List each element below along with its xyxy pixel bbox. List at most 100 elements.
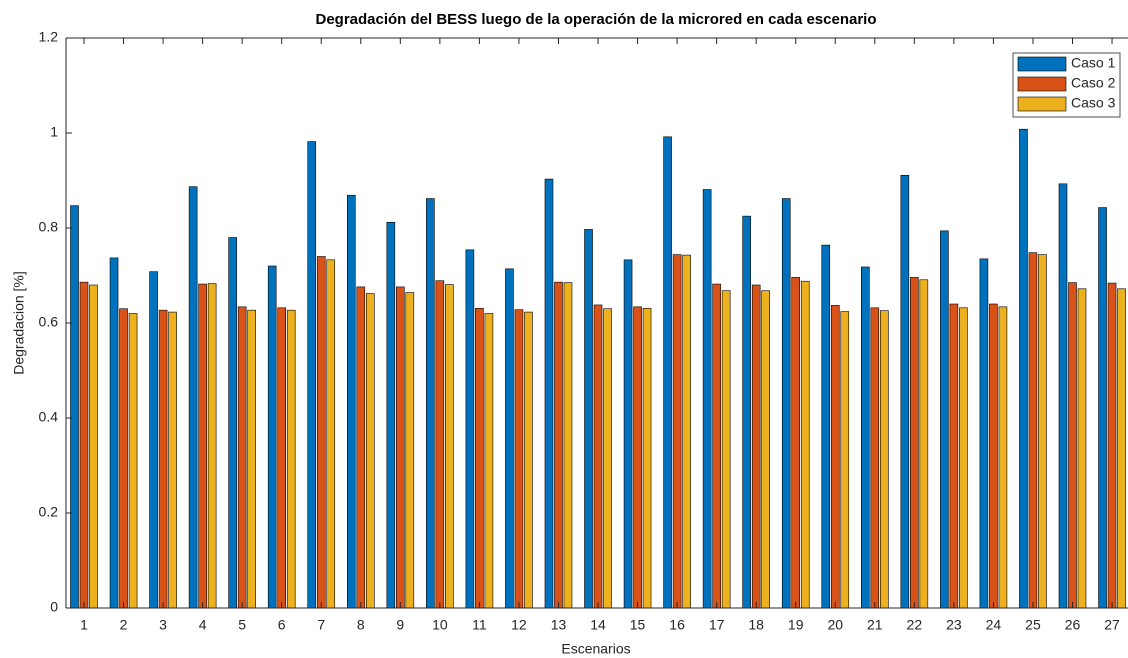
bar xyxy=(237,306,247,609)
bar xyxy=(158,309,168,609)
y-tick-label: 0.8 xyxy=(39,219,59,235)
bar xyxy=(1107,282,1117,609)
legend-swatch xyxy=(1017,96,1067,112)
bar xyxy=(879,310,889,609)
bar xyxy=(989,303,998,609)
legend-label: Caso 2 xyxy=(1071,75,1116,91)
bar xyxy=(168,311,177,609)
x-tick-label: 14 xyxy=(590,617,606,633)
bar xyxy=(563,282,573,609)
bar xyxy=(919,279,929,609)
x-tick-label: 27 xyxy=(1104,617,1120,633)
bar xyxy=(445,284,454,609)
bar xyxy=(821,244,831,609)
bar xyxy=(228,237,237,609)
bar xyxy=(1058,183,1068,609)
x-tick-label: 21 xyxy=(867,617,883,633)
bar xyxy=(1068,282,1077,609)
bar xyxy=(959,307,968,609)
y-tick-label: 1.2 xyxy=(39,29,59,45)
x-tick-label: 7 xyxy=(317,617,325,633)
bar xyxy=(207,283,217,609)
bar xyxy=(800,280,810,609)
bar xyxy=(356,286,366,609)
legend-label: Caso 1 xyxy=(1071,55,1116,71)
bar xyxy=(682,254,691,609)
x-tick-label: 19 xyxy=(788,617,804,633)
bar xyxy=(870,307,880,609)
bar xyxy=(1038,254,1047,609)
x-tick-label: 8 xyxy=(357,617,365,633)
bar xyxy=(584,229,593,609)
bar xyxy=(633,306,642,609)
x-tick-label: 1 xyxy=(80,617,88,633)
bar xyxy=(544,178,554,609)
y-tick-label: 0.2 xyxy=(39,504,59,520)
bar xyxy=(514,309,524,609)
bar xyxy=(79,281,89,609)
bar xyxy=(405,292,415,609)
x-tick-label: 17 xyxy=(709,617,725,633)
bar xyxy=(791,277,801,609)
x-tick-label: 23 xyxy=(946,617,962,633)
bar xyxy=(426,198,435,609)
x-tick-label: 13 xyxy=(551,617,567,633)
bar xyxy=(484,313,494,609)
y-axis-label: Degradacion [%] xyxy=(11,271,27,375)
bar xyxy=(603,308,612,609)
bar xyxy=(188,186,198,609)
bar xyxy=(940,230,949,609)
bar xyxy=(316,256,326,609)
bar xyxy=(781,198,791,609)
bar xyxy=(365,293,375,609)
bar xyxy=(702,189,712,609)
legend-swatch xyxy=(1017,56,1067,72)
bar xyxy=(949,303,959,609)
bar xyxy=(524,311,533,609)
bar xyxy=(761,290,770,609)
bar xyxy=(119,308,128,609)
bar xyxy=(286,309,296,609)
x-tick-label: 20 xyxy=(827,617,843,633)
bar xyxy=(386,222,396,609)
bar xyxy=(979,258,989,609)
chart-title: Degradación del BESS luego de la operaci… xyxy=(315,11,876,28)
bar xyxy=(465,249,475,609)
bar xyxy=(326,259,336,609)
x-tick-label: 5 xyxy=(238,617,246,633)
legend-label: Caso 3 xyxy=(1071,95,1116,111)
y-tick-label: 1 xyxy=(50,124,58,140)
bar xyxy=(554,281,563,609)
plot-area xyxy=(70,128,1126,609)
bar xyxy=(593,304,603,609)
bar xyxy=(346,194,356,609)
x-tick-label: 12 xyxy=(511,617,527,633)
x-tick-label: 2 xyxy=(120,617,128,633)
bar xyxy=(1117,288,1126,609)
x-tick-label: 4 xyxy=(199,617,207,633)
bar xyxy=(70,205,79,609)
x-tick-label: 25 xyxy=(1025,617,1041,633)
axes xyxy=(65,37,1128,609)
x-tick-label: 24 xyxy=(986,617,1002,633)
bar xyxy=(1077,288,1087,609)
bar xyxy=(109,257,119,609)
bar xyxy=(267,265,277,609)
legend-swatch xyxy=(1017,76,1067,92)
x-tick-label: 15 xyxy=(630,617,646,633)
bar xyxy=(247,309,256,609)
bar xyxy=(742,215,751,609)
bar xyxy=(721,290,731,609)
bar xyxy=(751,284,761,609)
bar xyxy=(998,306,1008,609)
bar xyxy=(830,305,840,609)
bar xyxy=(840,311,850,609)
bar xyxy=(396,286,405,609)
bar xyxy=(198,283,207,609)
bar xyxy=(672,254,682,609)
bar xyxy=(128,313,138,609)
bar xyxy=(663,136,672,609)
x-tick-label: 16 xyxy=(669,617,685,633)
bar xyxy=(307,141,317,609)
